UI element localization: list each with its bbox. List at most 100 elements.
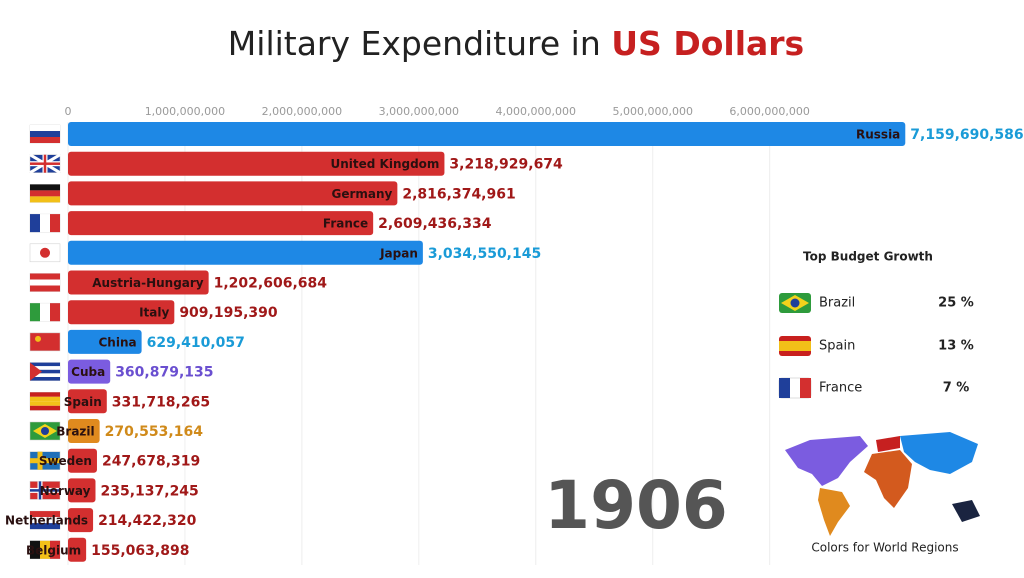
flag-stripe (30, 366, 60, 370)
flag (29, 273, 61, 292)
bar-category-label: Brazil (56, 425, 94, 439)
flag (29, 362, 61, 381)
flag-stripe (30, 373, 60, 377)
flag-stripe (40, 303, 50, 322)
title-text: Military Expenditure in (228, 24, 601, 63)
flag (29, 510, 61, 530)
panel-country: Brazil (819, 296, 855, 311)
value-label: 3,218,929,674 (449, 157, 563, 173)
flag-stripe (50, 540, 60, 559)
bar-category-label: Norway (40, 484, 91, 498)
flag (29, 332, 61, 352)
value-label: 235,137,245 (100, 483, 198, 499)
value-label: 909,195,390 (179, 305, 278, 321)
bar (68, 508, 94, 533)
value-label: 270,553,164 (105, 424, 204, 440)
title-highlight: US Dollars (611, 24, 804, 63)
panel-growth: 25 % (938, 296, 974, 311)
flag-stripe (30, 523, 60, 530)
flag-stripe (40, 214, 50, 233)
flag (29, 153, 61, 174)
bar-category-label: Netherlands (5, 514, 88, 528)
x-tick-label: 0 (65, 105, 72, 118)
flag-stripe (30, 517, 60, 524)
flag (29, 124, 61, 144)
value-label: 3,034,550,145 (428, 246, 541, 262)
flag-cross (30, 458, 60, 464)
flag-stripe (30, 377, 60, 381)
bar-category-label: Belgium (26, 543, 81, 557)
panel-title: Top Budget Growth (803, 250, 933, 264)
world-map (785, 432, 980, 536)
flag-stripe (30, 125, 60, 131)
bar-category-label: Cuba (71, 365, 105, 379)
x-tick-label: 2,000,000,000 (262, 105, 342, 118)
bar (68, 151, 445, 176)
bar-category-label: France (323, 217, 368, 231)
flag (29, 184, 61, 203)
x-tick-label: 5,000,000,000 (612, 105, 692, 118)
bar-category-label: Italy (139, 306, 169, 320)
flag-disc (41, 427, 49, 435)
flag-star (35, 335, 41, 342)
flag-france (778, 377, 812, 399)
value-label: 247,678,319 (102, 454, 200, 470)
flag-stripe (30, 392, 60, 397)
bar-category-label: Spain (64, 395, 102, 409)
flag-stripe (30, 303, 40, 322)
bar-category-label: Sweden (39, 454, 92, 468)
x-tick-label: 1,000,000,000 (145, 105, 225, 118)
x-tick-label: 4,000,000,000 (496, 105, 576, 118)
value-label: 629,410,057 (147, 335, 245, 351)
flag-brazil (779, 293, 811, 313)
flag-stripe (50, 214, 60, 233)
flag-stripe (40, 540, 50, 559)
flag-stripe (30, 184, 60, 191)
flag (29, 213, 61, 233)
flag-stripe (30, 285, 60, 292)
panel-country: France (819, 381, 862, 396)
grid: 0 1,000,000,000 2,000,000,000 3,000,000,000… (65, 105, 810, 565)
bar (68, 478, 96, 503)
bar (68, 419, 100, 443)
bar (68, 448, 97, 473)
value-label: 2,816,374,961 (402, 186, 515, 202)
flag-triangle (30, 362, 42, 381)
bar-category-label: Austria-Hungary (92, 276, 204, 290)
flag-disc (40, 247, 50, 258)
value-label: 2,609,436,334 (378, 216, 492, 232)
map-caption: Colors for World Regions (811, 541, 958, 555)
value-label: 1,202,606,684 (214, 276, 328, 292)
bar-category-label: Russia (856, 128, 900, 142)
flag-cross (30, 489, 60, 492)
bar (68, 389, 107, 414)
value-label: 214,422,320 (98, 513, 197, 529)
bar-category-label: Germany (331, 187, 392, 201)
flag-stripe (30, 401, 60, 406)
bar (68, 537, 87, 562)
bar (68, 300, 175, 325)
flag-stripe (30, 405, 60, 411)
flag-stripe (30, 131, 60, 137)
flag-stripe (30, 511, 60, 518)
bars: Russia 7,159,690,586 United Kingdom 3,218,9… (5, 122, 1024, 562)
panel-growth: 13 % (938, 339, 974, 354)
bar (68, 240, 423, 265)
bar-category-label: China (98, 335, 136, 349)
x-tick-label: 6,000,000,000 (729, 105, 809, 118)
flag (29, 243, 61, 263)
bar (68, 270, 209, 295)
flag-stripe (30, 273, 60, 280)
value-label: 331,718,265 (112, 394, 210, 410)
value-label: 360,879,135 (115, 365, 213, 381)
flag-stripe (30, 214, 40, 233)
flag-stripe (30, 279, 60, 286)
bar (68, 181, 398, 206)
bar (68, 211, 374, 236)
flag (29, 540, 61, 560)
flag-stripe (30, 540, 40, 559)
value-label: 7,159,690,586 (910, 127, 1023, 143)
flag-stripe (50, 303, 60, 322)
flag-stripe (30, 137, 60, 143)
flag-cross (30, 162, 60, 165)
